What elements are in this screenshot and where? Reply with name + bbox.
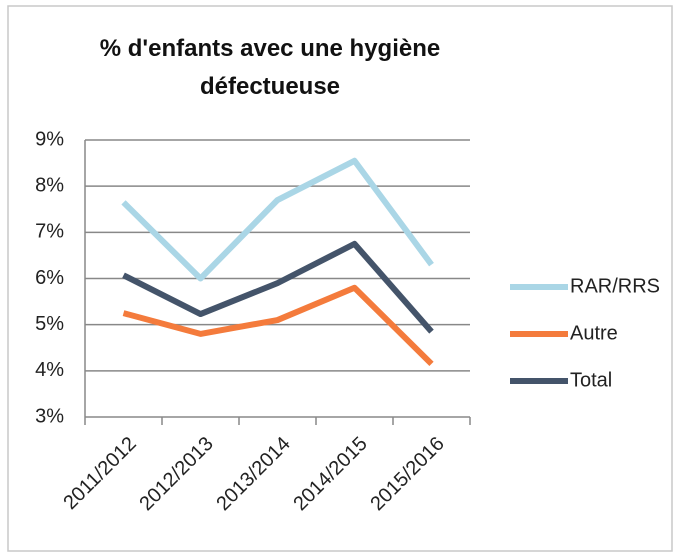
legend-label: RAR/RRS [570,275,660,297]
y-tick-label: 9% [35,128,64,150]
legend-label: Autre [570,322,618,344]
series-line [122,240,434,334]
series-line [121,157,434,282]
series-line [122,284,434,367]
y-tick-label: 4% [35,359,64,381]
title-part: défectueuse [200,73,340,100]
legend-label: Total [570,369,612,391]
chart-title-line: % d'enfants avec une hygiène défectueuse [100,35,440,100]
y-tick-label: 6% [35,267,64,289]
y-tick-label: 5% [35,313,64,335]
y-tick-label: 8% [35,174,64,196]
y-tick-label: 7% [35,221,64,243]
title-part: % d'enfants avec une hygiène [100,35,440,62]
y-tick-label: 3% [35,405,64,427]
